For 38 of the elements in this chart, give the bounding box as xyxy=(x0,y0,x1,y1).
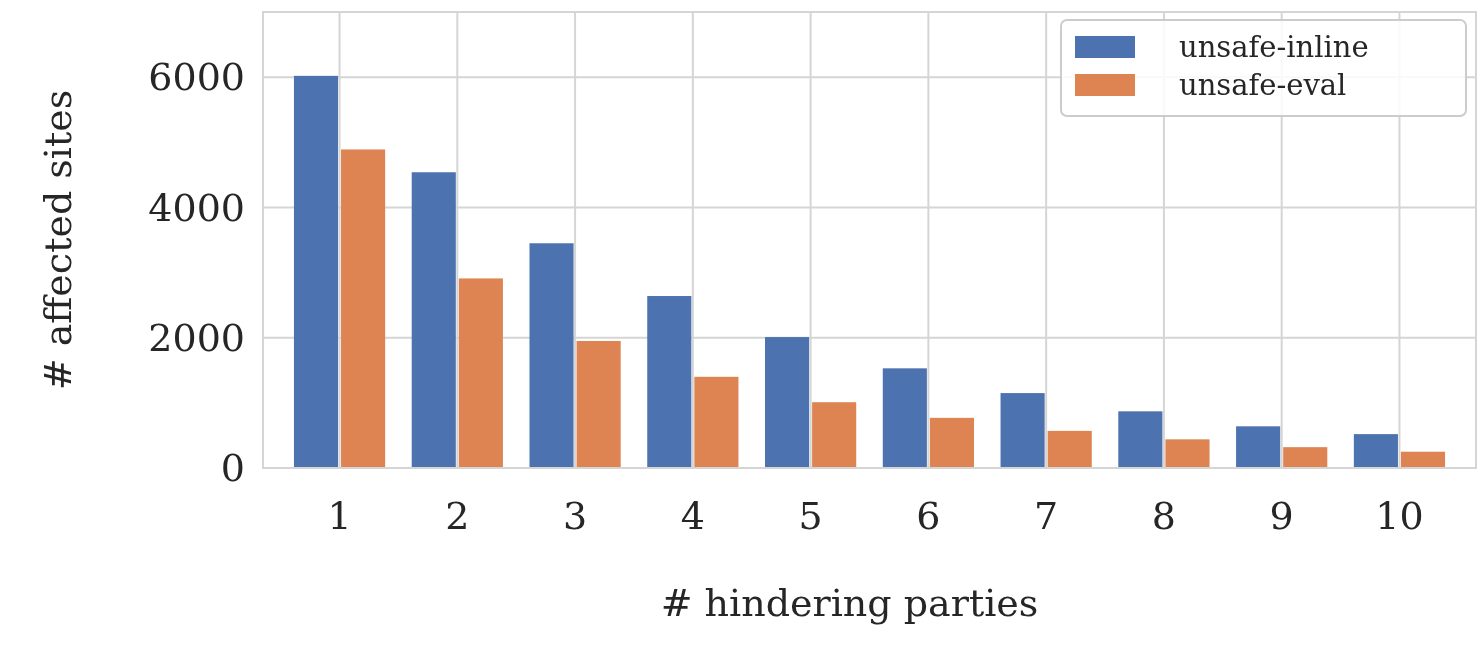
bar xyxy=(1165,439,1210,468)
x-tick-label: 6 xyxy=(916,494,941,539)
x-tick-label: 2 xyxy=(445,494,470,539)
bar xyxy=(1236,426,1281,468)
bar xyxy=(1400,451,1446,468)
bar xyxy=(341,149,386,468)
bar xyxy=(694,376,739,468)
bar xyxy=(458,278,503,468)
legend-label: unsafe-inline xyxy=(1179,30,1369,65)
y-tick-label: 6000 xyxy=(148,55,245,100)
x-tick-label: 3 xyxy=(562,494,588,539)
x-axis-title: # hindering parties xyxy=(660,581,1039,625)
bar xyxy=(293,75,339,468)
bar xyxy=(411,172,456,468)
bar xyxy=(1000,393,1045,468)
bar xyxy=(529,243,574,468)
y-tick-label: 4000 xyxy=(148,185,245,230)
x-tick-label: 10 xyxy=(1375,494,1424,539)
y-axis-title: # affected sites xyxy=(36,89,81,391)
bar xyxy=(1047,430,1092,468)
x-tick-label: 1 xyxy=(327,494,352,539)
bar xyxy=(647,296,692,468)
legend-label: unsafe-eval xyxy=(1179,68,1347,103)
y-tick-label: 2000 xyxy=(148,316,245,361)
bar xyxy=(882,368,927,468)
x-tick-label: 8 xyxy=(1151,494,1177,539)
bar xyxy=(1283,447,1328,468)
x-tick-label: 5 xyxy=(798,494,823,539)
bar xyxy=(1353,434,1398,468)
y-tick-label: 0 xyxy=(220,446,245,491)
bar xyxy=(576,340,621,468)
bar xyxy=(929,417,974,468)
bar xyxy=(765,337,810,468)
x-tick-label: 4 xyxy=(680,494,705,539)
x-tick-label: 7 xyxy=(1034,494,1059,539)
bar xyxy=(1118,411,1163,468)
x-tick-label: 9 xyxy=(1269,494,1294,539)
bar xyxy=(812,402,857,468)
